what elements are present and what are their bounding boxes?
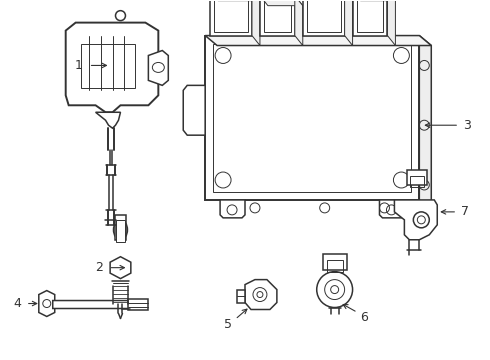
Polygon shape [210, 0, 260, 1]
Text: 7: 7 [461, 205, 469, 219]
Bar [264, 0, 291, 32]
Polygon shape [96, 112, 121, 128]
Polygon shape [220, 200, 245, 218]
Text: 1: 1 [74, 59, 83, 72]
Text: 6: 6 [361, 311, 368, 324]
Bar [307, 0, 341, 32]
Bar [303, 0, 344, 36]
Ellipse shape [414, 212, 429, 228]
Polygon shape [205, 36, 431, 45]
Polygon shape [128, 298, 148, 310]
Polygon shape [353, 0, 395, 1]
Bar [205, 36, 419, 200]
Polygon shape [183, 85, 205, 135]
Bar [353, 0, 388, 36]
Bar [210, 0, 252, 36]
Polygon shape [419, 36, 431, 210]
Polygon shape [260, 0, 303, 6]
Bar [410, 176, 424, 187]
Polygon shape [39, 291, 55, 316]
Bar [214, 0, 248, 32]
Bar [213, 44, 412, 192]
Ellipse shape [116, 11, 125, 21]
Polygon shape [66, 23, 158, 112]
Bar [260, 0, 295, 36]
Polygon shape [379, 200, 404, 218]
Bar [81, 44, 135, 88]
Polygon shape [394, 200, 437, 240]
Polygon shape [252, 0, 260, 45]
Ellipse shape [325, 280, 344, 300]
Polygon shape [388, 0, 395, 45]
Polygon shape [295, 0, 303, 45]
Text: 4: 4 [13, 297, 21, 310]
Text: 2: 2 [95, 261, 102, 274]
Polygon shape [245, 280, 277, 310]
Ellipse shape [114, 220, 127, 240]
Polygon shape [344, 0, 353, 45]
Bar [357, 0, 384, 32]
Bar [407, 170, 427, 185]
Ellipse shape [331, 285, 339, 293]
Polygon shape [237, 289, 245, 302]
Text: 5: 5 [224, 318, 232, 331]
Polygon shape [110, 257, 131, 279]
Text: 3: 3 [463, 119, 471, 132]
Bar [323, 254, 346, 270]
Ellipse shape [317, 272, 353, 307]
Bar [115, 215, 126, 240]
Polygon shape [53, 301, 133, 309]
Polygon shape [148, 50, 168, 85]
Bar [327, 260, 343, 272]
Bar [116, 220, 125, 242]
